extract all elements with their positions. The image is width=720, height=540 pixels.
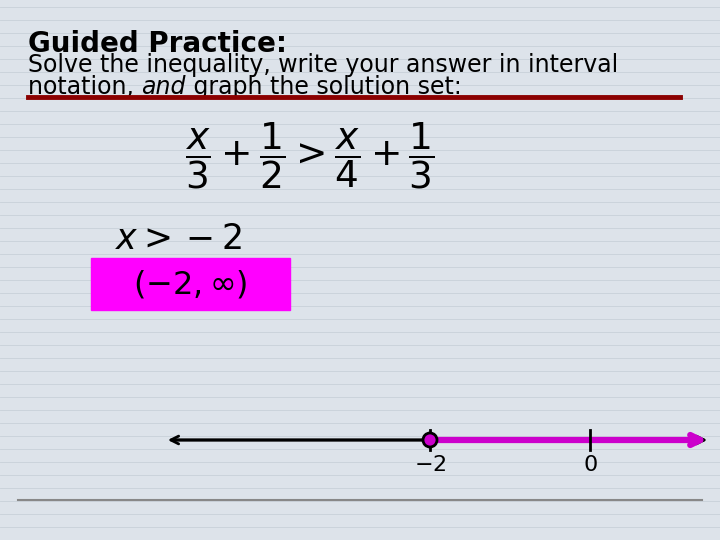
FancyBboxPatch shape [91, 258, 290, 310]
Text: Guided Practice:: Guided Practice: [28, 30, 287, 58]
Text: Solve the inequality, write your answer in interval: Solve the inequality, write your answer … [28, 53, 618, 77]
Circle shape [423, 433, 437, 447]
Text: $x>-2$: $x>-2$ [115, 222, 243, 256]
Text: $0$: $0$ [582, 455, 598, 475]
Text: $-2$: $-2$ [414, 455, 446, 475]
Text: and: and [141, 75, 186, 99]
Text: $\dfrac{x}{3}+\dfrac{1}{2}>\dfrac{x}{4}+\dfrac{1}{3}$: $\dfrac{x}{3}+\dfrac{1}{2}>\dfrac{x}{4}+… [185, 120, 435, 191]
Text: notation,: notation, [28, 75, 141, 99]
Text: graph the solution set:: graph the solution set: [186, 75, 462, 99]
Text: $(-2,\infty)$: $(-2,\infty)$ [133, 268, 248, 300]
